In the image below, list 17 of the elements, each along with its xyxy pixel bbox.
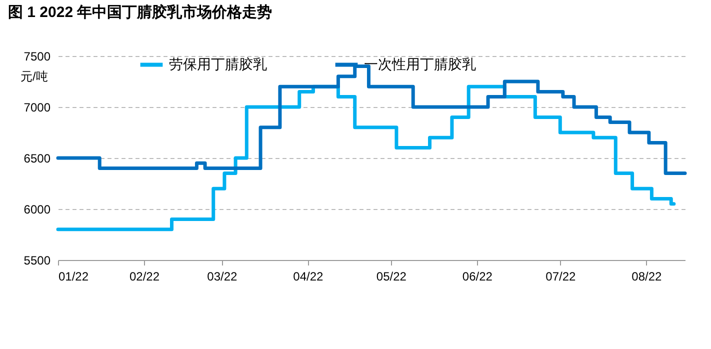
x-tick-label: 08/22 [632, 270, 662, 284]
y-tick-label: 5500 [24, 254, 51, 268]
y-tick-label: 6000 [24, 202, 51, 216]
chart-title: 图 1 2022 年中国丁腈胶乳市场价格走势 [8, 3, 272, 21]
y-tick-label: 7000 [24, 100, 51, 114]
x-tick-label: 03/22 [207, 270, 238, 284]
legend-label: 劳保用丁腈胶乳 [169, 56, 267, 72]
x-tick-label: 04/22 [293, 270, 324, 284]
x-tick-label: 02/22 [129, 270, 160, 284]
x-tick-label: 01/22 [58, 270, 89, 284]
x-tick-label: 05/22 [376, 270, 407, 284]
y-axis-title: 元/吨 [20, 70, 48, 84]
legend-label: 一次性用丁腈胶乳 [364, 56, 476, 72]
x-tick-label: 06/22 [462, 270, 493, 284]
y-tick-label: 7500 [24, 50, 51, 64]
x-tick-label: 07/22 [546, 270, 576, 284]
y-tick-label: 6500 [24, 152, 51, 166]
